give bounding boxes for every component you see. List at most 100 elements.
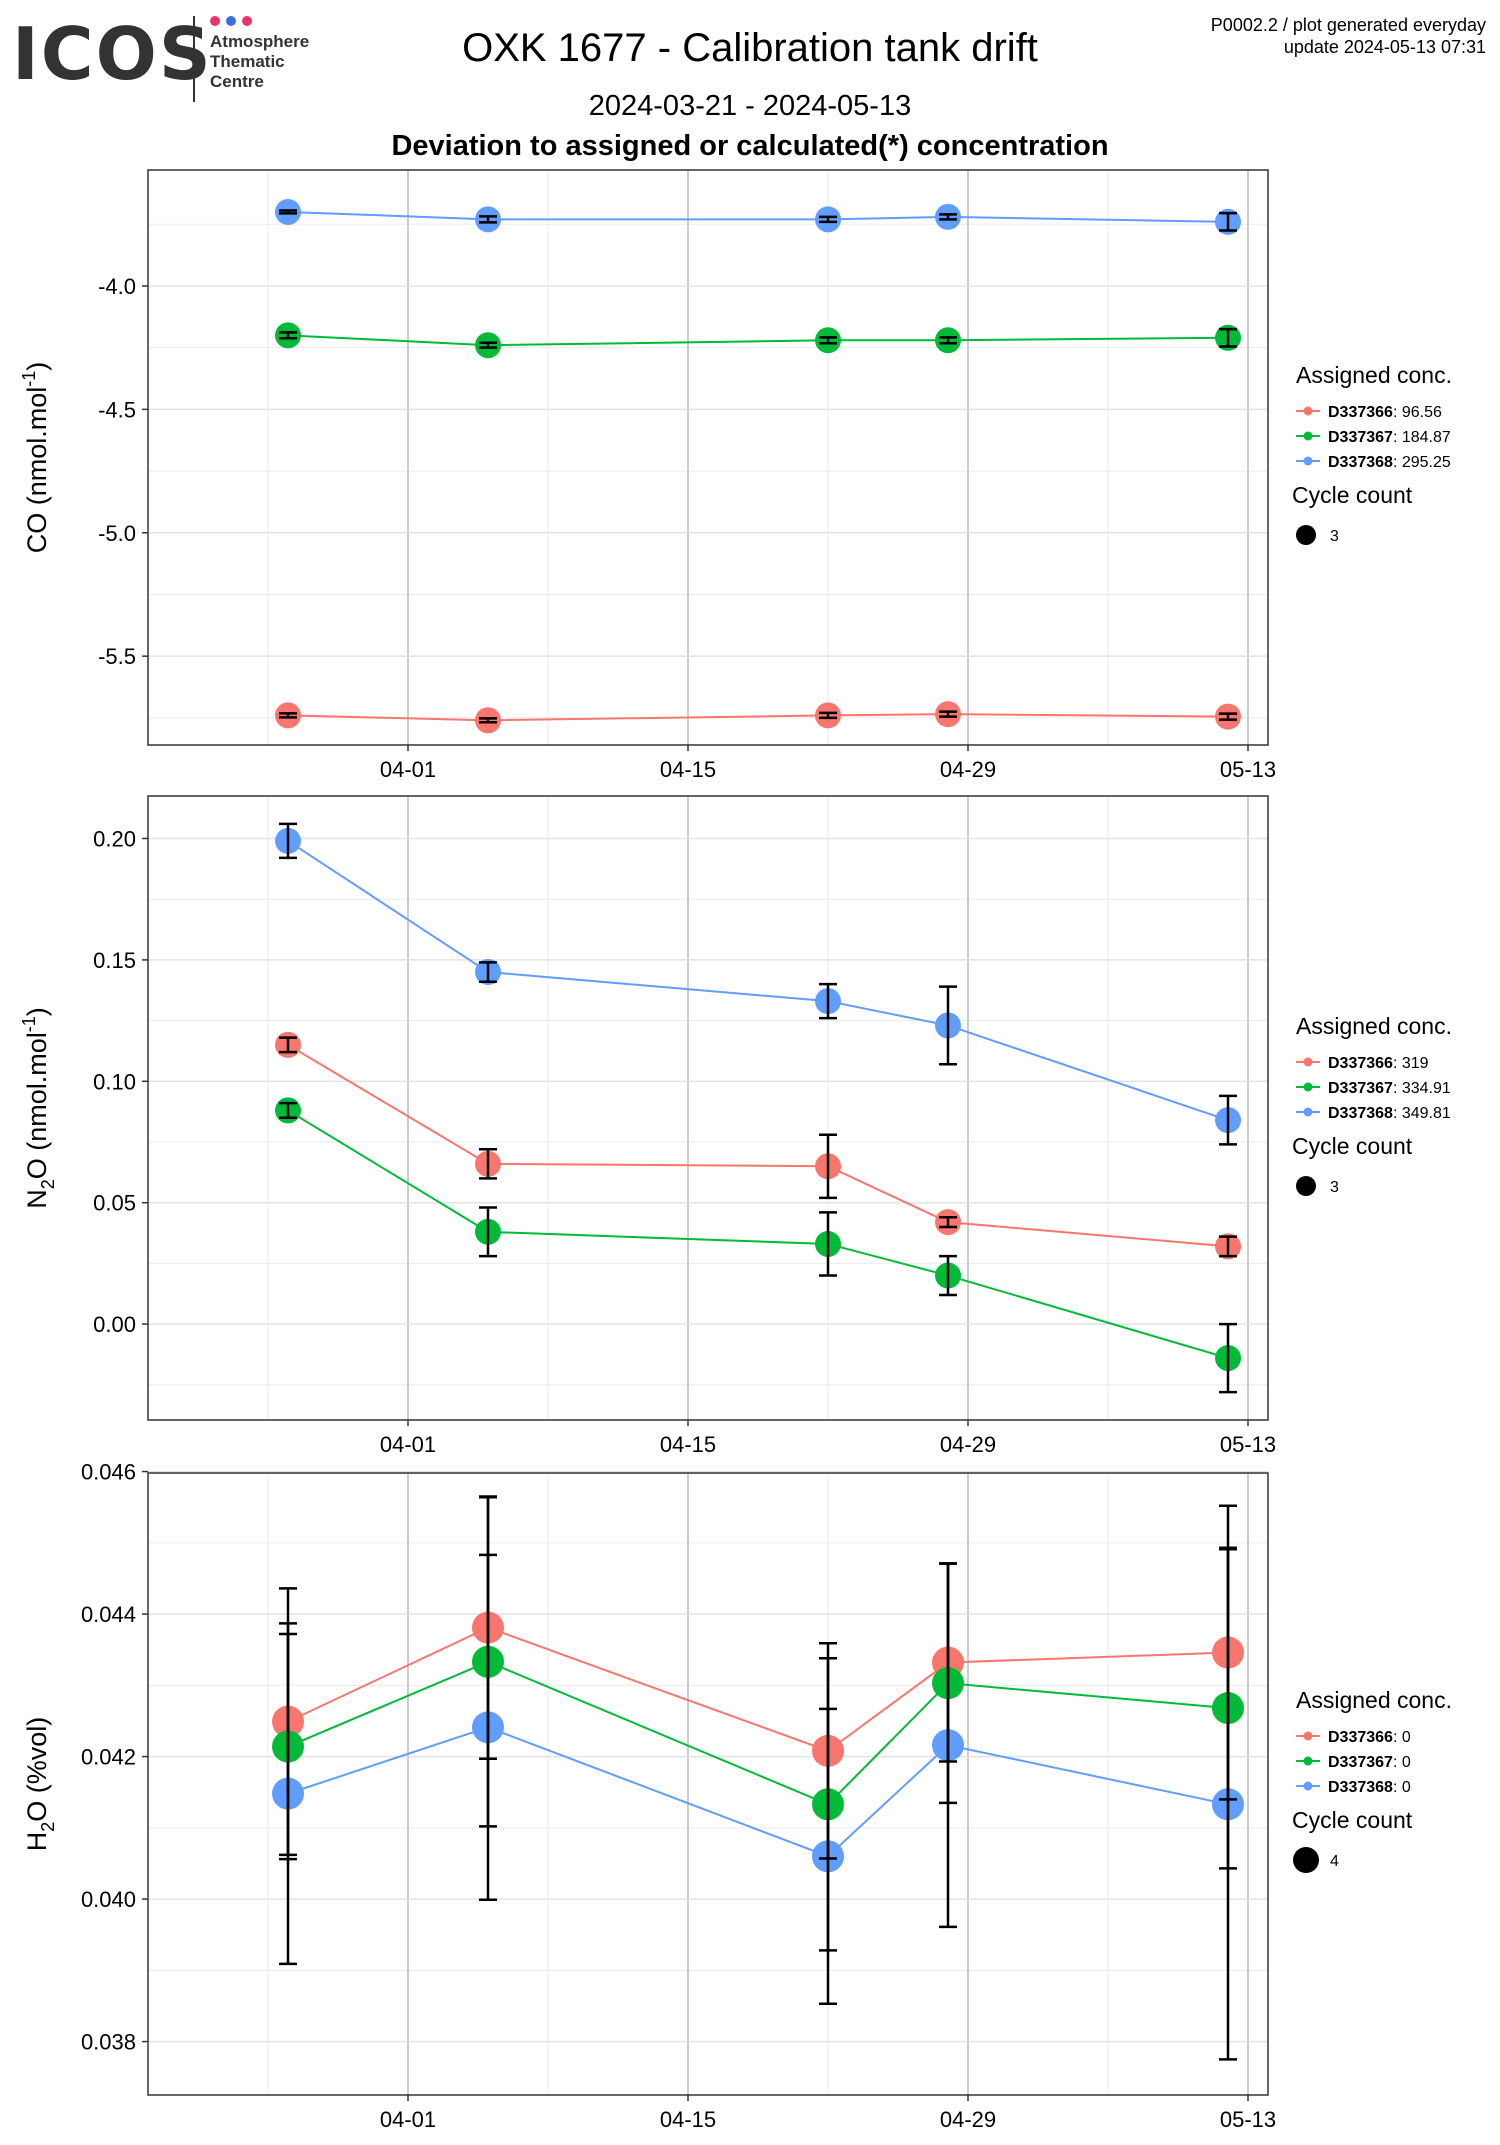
chart-panel-1: 04-01 04-15 04-29 05-13 -4.0 -4.5 -5.0 -5.5 CO (…	[19, 169, 1452, 782]
panel-border	[147, 1472, 1269, 2096]
series-line-D337367	[287, 334, 1229, 347]
x-tick-label: 05-13	[1220, 2107, 1276, 2132]
legend-entry-D337366: D337366: 0	[1328, 1729, 1411, 1746]
cycle-count-value: 3	[1330, 528, 1339, 545]
logo-subtitle: Atmosphere Thematic Centre	[210, 32, 309, 92]
y-label-part: O (nmol.mol	[22, 1032, 52, 1179]
legend-series-value: : 319	[1393, 1055, 1429, 1072]
icos-logo: ICOS	[12, 12, 213, 96]
cycle-count-title: Cycle count	[1292, 1807, 1413, 1833]
cycle-count-title: Cycle count	[1292, 482, 1413, 508]
cycle-count-value: 4	[1330, 1853, 1339, 1870]
legend-series-name: D337367	[1328, 1754, 1393, 1771]
legend-key-dot	[1303, 1107, 1313, 1117]
legend-entry-D337367: D337367: 0	[1328, 1754, 1411, 1771]
legend-series-value: : 0	[1393, 1729, 1411, 1746]
y-axis-label: N2O (nmol.mol-1)	[19, 1007, 58, 1209]
y-tick-label: 0.20	[93, 826, 136, 851]
x-tick-label: 04-29	[940, 757, 996, 782]
panel-border	[147, 169, 1269, 746]
y-tick-label: 0.10	[93, 1069, 136, 1094]
legend-series-name: D337366	[1328, 1055, 1393, 1072]
cycle-count-key	[1293, 1847, 1319, 1873]
legend-series-name: D337368	[1328, 1105, 1393, 1122]
y-tick-label: 0.15	[93, 948, 136, 973]
series-line-D337368	[287, 210, 1229, 223]
x-tick-label: 04-15	[660, 2107, 716, 2132]
legend-key-dot	[1303, 1731, 1313, 1741]
x-tick-label: 04-01	[380, 757, 436, 782]
legend-entry-D337368: D337368: 295.25	[1328, 454, 1451, 471]
cycle-count-title: Cycle count	[1292, 1133, 1413, 1159]
legend-series-value: : 184.87	[1393, 429, 1451, 446]
y-tick-label: -4.0	[98, 274, 136, 299]
x-tick-label: 04-29	[940, 2107, 996, 2132]
legend-series-value: : 349.81	[1393, 1105, 1451, 1122]
x-tick-label: 04-15	[660, 757, 716, 782]
x-tick-label: 04-15	[660, 1432, 716, 1457]
legend-series-name: D337366	[1328, 404, 1393, 421]
legend-title: Assigned conc.	[1296, 362, 1452, 388]
series-line-D337368	[287, 1726, 1229, 1858]
legend-title: Assigned conc.	[1296, 1013, 1452, 1039]
legend-entry-D337367: D337367: 184.87	[1328, 429, 1451, 446]
logo-dot-2	[226, 16, 236, 26]
y-tick-label: 0.042	[81, 1745, 136, 1770]
logo-sub-line-2: Thematic	[210, 52, 285, 71]
y-tick-label: 0.044	[81, 1602, 136, 1627]
x-tick-label: 05-13	[1220, 1432, 1276, 1457]
y-label-sup: -1	[19, 1016, 39, 1032]
y-label-part: N	[22, 1189, 52, 1209]
cycle-count-key	[1296, 1176, 1316, 1196]
legend-series-value: : 0	[1393, 1779, 1411, 1796]
legend-key-dot	[1303, 1756, 1313, 1766]
legend-series-value: : 334.91	[1393, 1080, 1451, 1097]
legend-entry-D337368: D337368: 349.81	[1328, 1105, 1451, 1122]
y-tick-label: 0.046	[81, 1460, 136, 1485]
y-tick-label: -4.5	[98, 397, 136, 422]
legend-series-name: D337367	[1328, 429, 1393, 446]
y-label-sup: -1	[19, 371, 39, 387]
date-range: 2024-03-21 - 2024-05-13	[588, 90, 912, 122]
x-tick-label: 04-01	[380, 1432, 436, 1457]
series-line-D337366	[287, 1626, 1229, 1752]
logo-dot-1	[210, 16, 220, 26]
y-label-part: CO (nmol.mol	[22, 387, 52, 554]
cycle-count-value: 3	[1330, 1179, 1339, 1196]
series-line-D337366	[287, 1044, 1229, 1248]
y-label-part: )	[22, 1007, 52, 1016]
y-tick-label: 0.05	[93, 1191, 136, 1216]
meta-line-1: P0002.2 / plot generated everyday	[1210, 15, 1486, 35]
legend-key-dot	[1303, 456, 1313, 466]
chart-panel-3: 04-01 04-15 04-29 05-13 0.038 0.040 0.042 0.044…	[22, 1460, 1452, 2132]
legend-series-name: D337368	[1328, 1779, 1393, 1796]
logo-divider	[193, 16, 195, 102]
y-tick-label: -5.0	[98, 521, 136, 546]
y-tick-label: 0.00	[93, 1312, 136, 1337]
plot-meta: P0002.2 / plot generated everyday update…	[1211, 14, 1486, 58]
y-axis-label: CO (nmol.mol-1)	[19, 362, 52, 554]
chart-subtitle: Deviation to assigned or calculated(*) c…	[391, 130, 1109, 162]
series-line-D337368	[287, 840, 1229, 1122]
legend-series-name: D337367	[1328, 1080, 1393, 1097]
y-tick-label: -5.5	[98, 644, 136, 669]
y-label-part: )	[22, 362, 52, 371]
legend-series-name: D337366	[1328, 1729, 1393, 1746]
y-label-sub: 2	[38, 1179, 58, 1189]
legend-key-dot	[1303, 1057, 1313, 1067]
legend-key-dot	[1303, 1082, 1313, 1092]
legend-entry-D337366: D337366: 319	[1328, 1055, 1429, 1072]
panel-border	[147, 795, 1269, 1421]
x-tick-label: 05-13	[1220, 757, 1276, 782]
legend-series-value: : 0	[1393, 1754, 1411, 1771]
logo-dot-3	[242, 16, 252, 26]
logo-sub-line-3: Centre	[210, 72, 264, 91]
series-line-D337367	[287, 1660, 1229, 1806]
legend-entry-D337366: D337366: 96.56	[1328, 404, 1442, 421]
x-tick-label: 04-29	[940, 1432, 996, 1457]
legend-key-dot	[1303, 1781, 1313, 1791]
chart-panel-2: 04-01 04-15 04-29 05-13 0.00 0.05 0.10 0.15 0.20…	[19, 795, 1452, 1457]
y-label-part: O (%vol)	[22, 1717, 52, 1822]
legend-series-name: D337368	[1328, 454, 1393, 471]
